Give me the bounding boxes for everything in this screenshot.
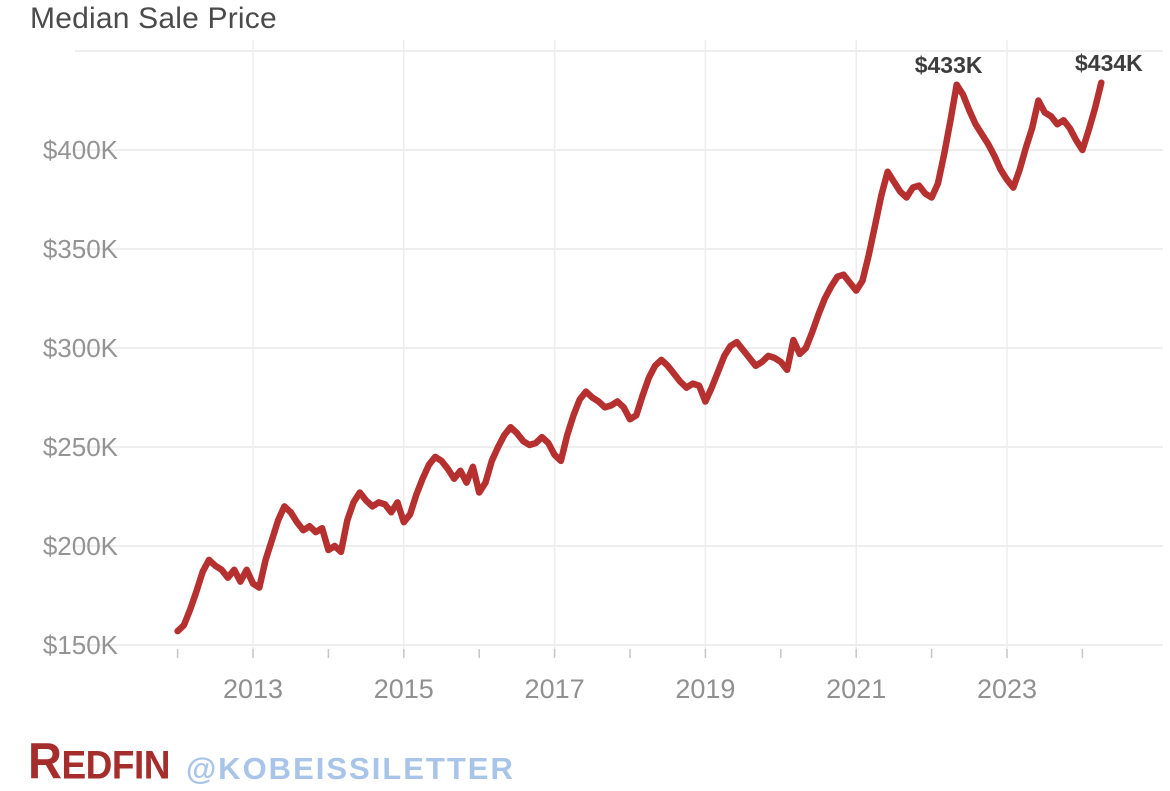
annotation-2022-peak: $433K [914, 51, 983, 78]
annotation-latest-value: $434K [1075, 49, 1143, 76]
y-axis-label: $300K [42, 333, 118, 363]
redfin-logo: REDFIN [28, 732, 170, 790]
x-axis-label: 2023 [976, 674, 1038, 704]
y-axis-label: $150K [42, 630, 118, 660]
y-axis-label: $400K [42, 135, 118, 165]
y-axis-label: $200K [42, 531, 118, 561]
x-axis-label: 2021 [826, 674, 887, 704]
x-axis-label: 2015 [373, 674, 434, 704]
brand-first-letter: R [28, 732, 62, 790]
chart-title: Median Sale Price [30, 2, 277, 35]
kobeissi-letter-handle: @KOBEISSILETTER [185, 751, 515, 787]
y-axis-label: $350K [42, 234, 118, 264]
x-axis-label: 2013 [222, 674, 284, 704]
y-axis-label: $250K [42, 432, 118, 462]
x-axis-label: 2017 [524, 674, 585, 704]
footer: REDFIN @KOBEISSILETTER [28, 734, 515, 786]
x-axis-label: 2019 [675, 674, 736, 704]
price-line-series [174, 79, 1105, 635]
